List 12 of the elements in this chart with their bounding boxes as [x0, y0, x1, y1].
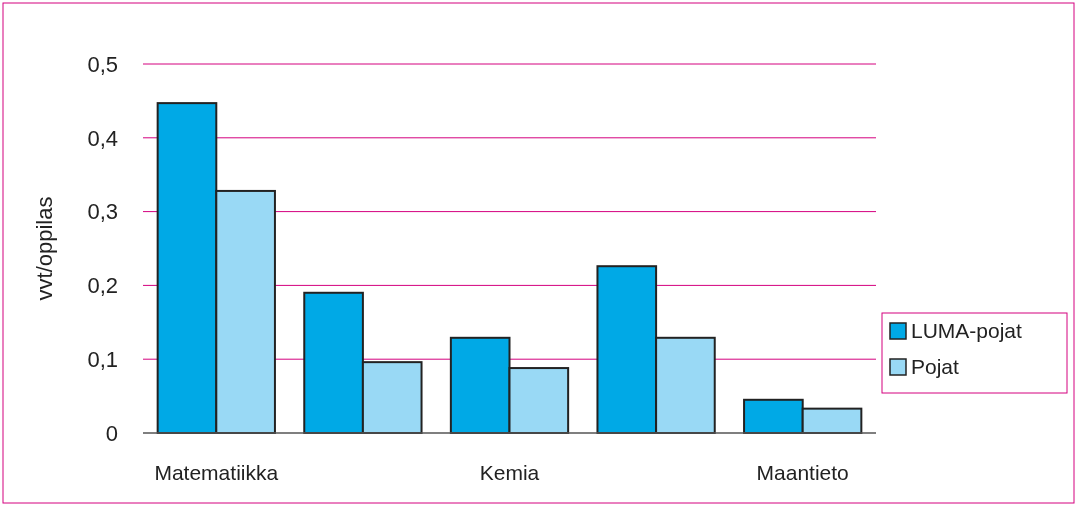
y-tick-label: 0 — [105, 420, 118, 446]
x-tick-label: Matematiikka — [154, 461, 279, 484]
x-tick-label: Maantieto — [756, 461, 849, 484]
y-tick-label: 0,4 — [87, 125, 118, 151]
y-tick-label: 0,5 — [87, 51, 118, 77]
y-axis-title: vvt/oppilas — [32, 196, 57, 301]
legend-label: Pojat — [911, 355, 960, 379]
y-tick-label: 0,3 — [87, 199, 118, 225]
legend-label: LUMA-pojat — [911, 319, 1023, 343]
y-tick-label: 0,2 — [87, 273, 118, 299]
x-tick-label: Kemia — [479, 461, 540, 484]
y-tick-label: 0,1 — [87, 346, 118, 372]
